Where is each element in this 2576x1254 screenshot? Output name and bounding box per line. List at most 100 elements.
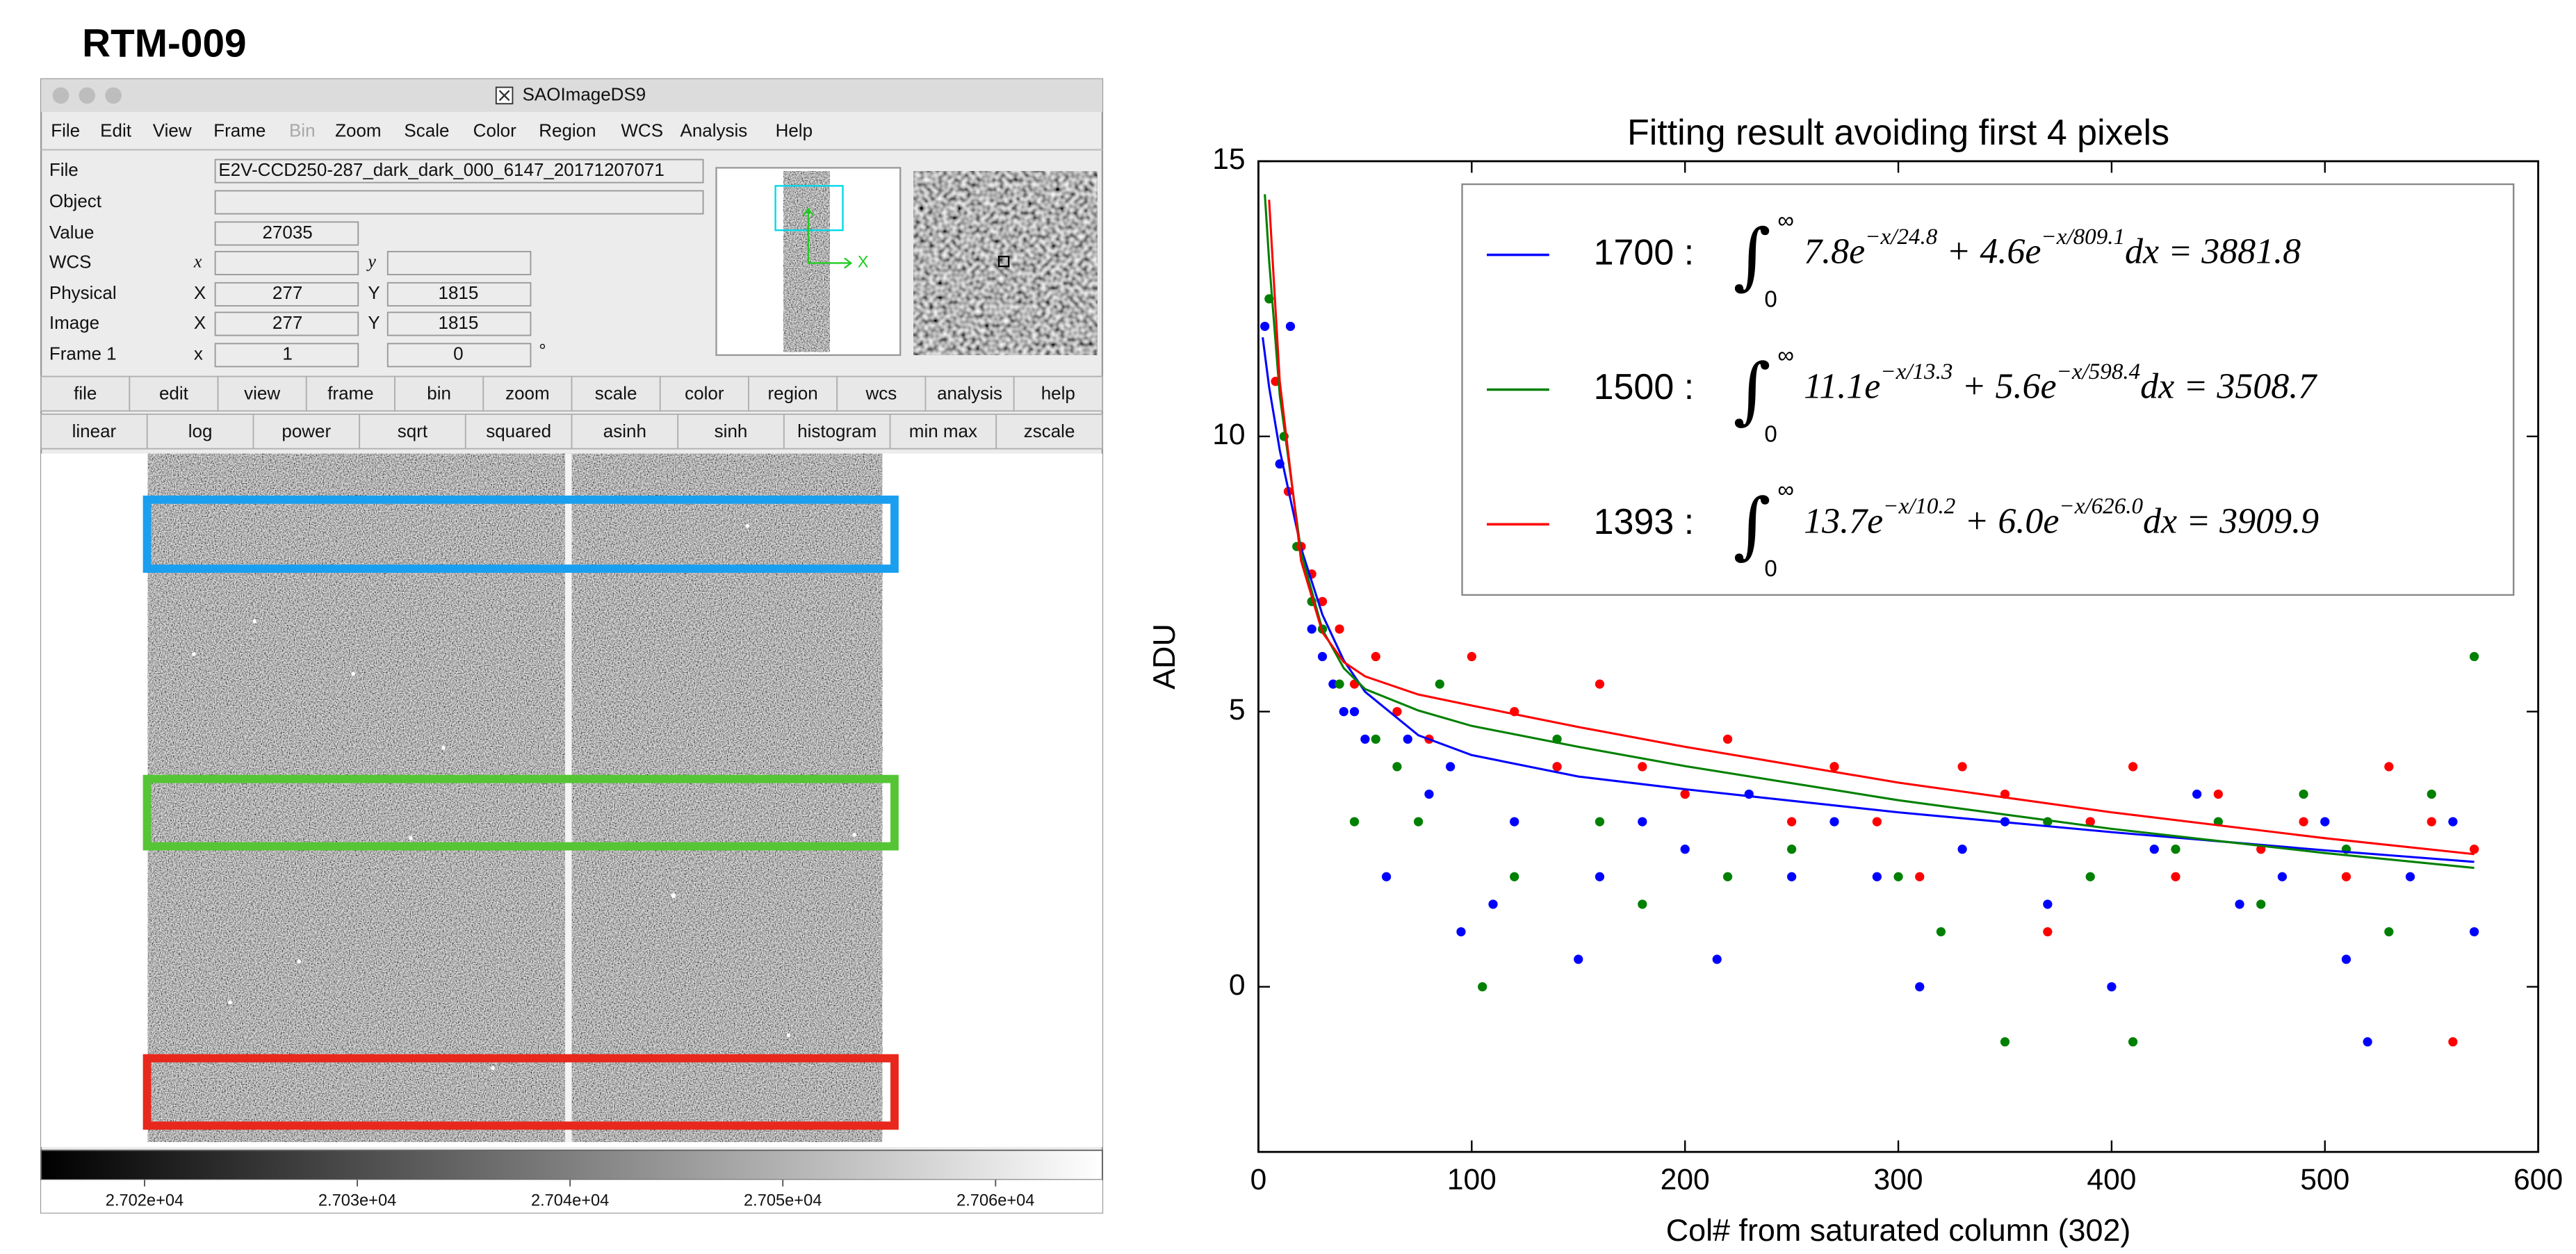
physical-x-field <box>214 282 359 307</box>
button-label: scale <box>595 382 637 403</box>
button[interactable] <box>217 375 307 412</box>
legend-upper: ∞ <box>1777 208 1794 234</box>
scatter-point <box>1392 707 1402 717</box>
menu-item[interactable]: Zoom <box>335 120 381 140</box>
file-field <box>214 158 704 184</box>
scatter-point <box>1392 762 1402 772</box>
menu-item[interactable]: Scale <box>404 120 449 140</box>
scatter-point <box>1446 762 1456 772</box>
scatter-point <box>2469 845 2479 854</box>
scatter-point <box>1786 817 1797 826</box>
legend-integral: ∫ <box>1734 213 1771 298</box>
scatter-point <box>1349 707 1360 717</box>
x-icon-mark <box>498 90 510 101</box>
menu-item[interactable]: WCS <box>621 120 663 140</box>
scatter-point <box>1317 596 1328 606</box>
image-y-field <box>386 311 532 336</box>
panner-axes <box>802 207 853 269</box>
hot-pixels <box>192 523 856 1070</box>
legend-term: dx = 3508.7 <box>2140 366 2317 406</box>
menu-item[interactable]: Edit <box>100 120 132 140</box>
scale-button-label: log <box>188 421 213 441</box>
legend-term: −x/13.3 <box>1880 359 1953 384</box>
scatter-point <box>1957 845 1967 854</box>
info-label: Physical <box>49 282 117 303</box>
scatter-point <box>2171 872 2180 881</box>
ds9-window: SAOImageDS9 X <box>40 78 1104 1214</box>
y-tick-label: 15 <box>1212 142 1245 176</box>
legend-term: + 5.6e <box>1953 366 2056 406</box>
scatter-point <box>1260 321 1270 332</box>
scatter-point <box>1371 734 1380 744</box>
menu-item[interactable]: Region <box>539 120 596 140</box>
button-label: frame <box>327 382 373 403</box>
scatter-point <box>2299 789 2308 799</box>
colorbar-label: 2.705e+04 <box>744 1191 822 1210</box>
scatter-point <box>2384 762 2394 772</box>
scatter-point <box>1552 762 1562 772</box>
panner-thumbnail <box>783 171 830 352</box>
scale-button[interactable] <box>995 413 1103 450</box>
button-label: region <box>767 382 817 403</box>
button-label: wcs <box>865 382 897 403</box>
scale-button[interactable] <box>889 413 997 450</box>
red-region[interactable] <box>142 1054 899 1130</box>
legend-name: 1393 : <box>1594 502 1695 542</box>
scale-button[interactable] <box>252 413 361 450</box>
menu-item[interactable]: Analysis <box>680 120 747 140</box>
scatter-point <box>1478 982 1487 992</box>
green-region[interactable] <box>142 774 899 851</box>
scatter-point <box>1467 651 1476 662</box>
value-field <box>214 221 359 246</box>
info-x-value: 277 <box>272 312 302 333</box>
button[interactable] <box>836 375 927 412</box>
scatter-point <box>2427 789 2436 799</box>
scatter-point <box>2000 1037 2010 1047</box>
minimize-button[interactable] <box>79 87 96 104</box>
button[interactable] <box>659 375 749 412</box>
colorbar-label: 2.704e+04 <box>531 1191 609 1210</box>
scale-button[interactable] <box>464 413 573 450</box>
button[interactable] <box>482 375 573 412</box>
menu-item[interactable]: View <box>153 120 192 140</box>
scale-button-label: zscale <box>1024 421 1075 441</box>
scale-button-label: sqrt <box>398 421 428 441</box>
menu-item[interactable]: Frame <box>213 120 266 140</box>
colorbar-scale <box>41 1180 1102 1213</box>
scatter-point <box>2235 899 2244 909</box>
scatter-point <box>1936 927 1946 937</box>
scale-button[interactable] <box>677 413 785 450</box>
info-x-value: 27035 <box>262 222 312 243</box>
button[interactable] <box>924 375 1015 412</box>
scatter-point <box>2128 1037 2138 1047</box>
button[interactable] <box>129 375 219 412</box>
scale-button-label: histogram <box>797 421 877 441</box>
scatter-point <box>1712 954 1722 964</box>
zoom-button[interactable] <box>105 87 122 104</box>
close-button[interactable] <box>52 87 70 104</box>
physical-y-field <box>386 282 532 307</box>
button[interactable] <box>1013 375 1103 412</box>
page-title: RTM-009 <box>82 22 246 65</box>
scatter-point <box>1403 734 1412 744</box>
scatter-point <box>2128 762 2138 772</box>
scatter-point <box>1381 872 1392 881</box>
scatter-point <box>1349 817 1360 826</box>
menu-item[interactable]: Bin <box>289 120 316 140</box>
scatter-point <box>1574 954 1583 964</box>
info-text: E2V-CCD250-287_dark_dark_000_6147_201712… <box>218 159 664 180</box>
button[interactable] <box>748 375 838 412</box>
scale-button[interactable] <box>783 413 891 450</box>
info-y-label: y <box>366 251 376 271</box>
blue-region[interactable] <box>142 495 899 573</box>
legend-integral: ∫ <box>1734 348 1771 432</box>
scatter-point <box>1285 321 1296 332</box>
button[interactable] <box>40 375 131 412</box>
menu-item[interactable]: File <box>51 120 80 140</box>
button[interactable] <box>571 375 661 412</box>
info-unit: ° <box>539 340 546 361</box>
menu-item[interactable]: Color <box>473 120 516 140</box>
title-bar <box>41 79 1102 113</box>
image-x-field <box>214 311 359 336</box>
menu-item[interactable]: Help <box>776 120 813 140</box>
